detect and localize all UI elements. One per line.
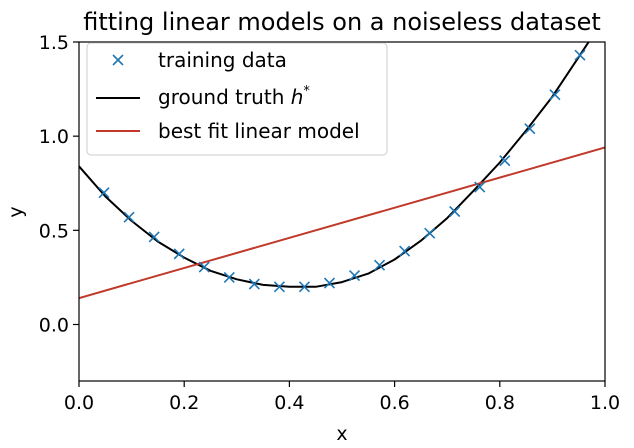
training-data-point — [499, 155, 511, 167]
x-tick-label: 0.6 — [379, 392, 409, 414]
y-tick-label: 0.0 — [39, 315, 69, 337]
y-tick-label: 1.0 — [39, 126, 69, 148]
axis-ticks: 0.0 0.2 0.4 0.6 0.8 1.0 0.0 0.5 1.0 1.5 — [39, 32, 620, 414]
plot-area — [79, 42, 605, 300]
training-data-point — [198, 261, 210, 273]
y-tick-label: 0.5 — [39, 220, 69, 242]
training-data-point — [549, 89, 561, 101]
legend-label-fit: best fit linear model — [158, 119, 360, 143]
training-data-point — [449, 205, 461, 218]
training-data-point — [524, 123, 536, 135]
x-axis-label: x — [336, 423, 347, 445]
training-data-point — [348, 269, 361, 282]
x-tick-label: 1.0 — [590, 392, 620, 414]
training-data-point — [323, 277, 336, 289]
training-data-point — [248, 278, 260, 290]
x-marker-icon — [112, 54, 124, 66]
y-tick-label: 1.5 — [39, 32, 69, 54]
chart-title: fitting linear models on a noiseless dat… — [83, 8, 601, 36]
training-data-point — [474, 181, 486, 193]
x-tick-label: 0.8 — [485, 392, 515, 414]
x-tick-label: 0.4 — [274, 392, 304, 414]
y-axis-label: y — [5, 206, 27, 217]
legend-label-truth: ground truth h* — [158, 84, 310, 109]
training-data-point — [298, 281, 311, 293]
legend: training data ground truth h* best fit l… — [86, 42, 388, 156]
training-data-point — [574, 49, 586, 61]
training-data-point — [173, 248, 185, 260]
plot-frame — [78, 41, 606, 382]
training-data-point — [424, 227, 436, 239]
training-data-point — [123, 211, 135, 223]
training-data-point — [98, 187, 110, 199]
legend-label-training: training data — [158, 48, 287, 72]
legend-item-truth: ground truth h* — [96, 84, 310, 109]
x-tick-label: 0.0 — [64, 392, 94, 414]
training-data-point — [399, 245, 411, 257]
training-data-point — [223, 271, 235, 283]
legend-item-fit: best fit linear model — [96, 119, 360, 143]
training-data-point — [273, 281, 285, 293]
training-data-point — [373, 259, 386, 271]
legend-box — [86, 42, 388, 156]
series-ground-truth-line — [79, 42, 590, 288]
series-best-fit-line — [79, 146, 605, 300]
training-data-point — [148, 231, 160, 243]
legend-item-training: training data — [112, 48, 287, 72]
x-tick-label: 0.2 — [169, 392, 199, 414]
